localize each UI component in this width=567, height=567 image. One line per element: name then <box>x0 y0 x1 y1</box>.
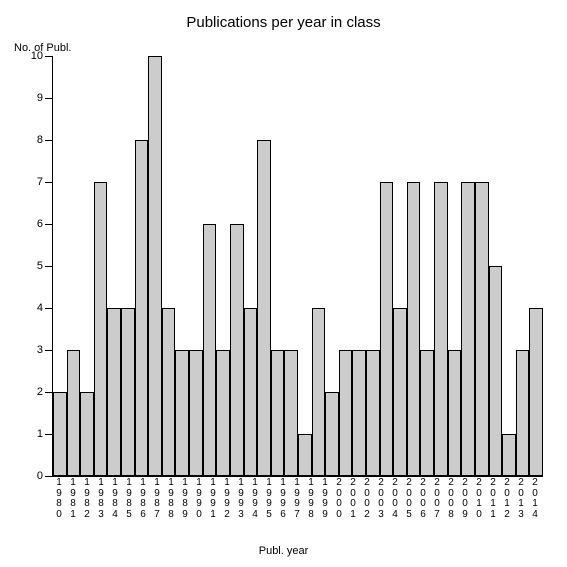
bar <box>420 350 434 476</box>
bar <box>203 224 217 476</box>
x-tick-label: 1980 <box>52 478 66 520</box>
x-tick-label: 1999 <box>318 478 332 520</box>
bar <box>257 140 271 476</box>
bar <box>461 182 475 476</box>
y-tick-label: 10 <box>31 50 53 62</box>
y-tick-label: 8 <box>37 134 53 146</box>
bar <box>516 350 530 476</box>
bar <box>244 308 258 476</box>
bar <box>489 266 503 476</box>
bar <box>298 434 312 476</box>
bar <box>121 308 135 476</box>
x-tick-label: 1995 <box>262 478 276 520</box>
bar <box>434 182 448 476</box>
x-tick-label: 1985 <box>122 478 136 520</box>
x-tick-label: 2006 <box>416 478 430 520</box>
bar <box>175 350 189 476</box>
x-tick-label: 1998 <box>304 478 318 520</box>
bar <box>529 308 543 476</box>
bar <box>67 350 81 476</box>
y-tick-label: 9 <box>37 92 53 104</box>
bar <box>284 350 298 476</box>
publications-chart: Publications per year in class No. of Pu… <box>0 0 567 567</box>
bar <box>448 350 462 476</box>
bar <box>312 308 326 476</box>
bar <box>407 182 421 476</box>
x-tick-labels: 1980198119821983198419851986198719881989… <box>52 478 542 520</box>
x-tick-label: 1984 <box>108 478 122 520</box>
x-tick-label: 1988 <box>164 478 178 520</box>
x-tick-label: 1986 <box>136 478 150 520</box>
y-tick-label: 5 <box>37 260 53 272</box>
x-tick-label: 2004 <box>388 478 402 520</box>
plot-area: 012345678910 <box>52 56 543 477</box>
bar <box>135 140 149 476</box>
x-tick-label: 1990 <box>192 478 206 520</box>
bar <box>94 182 108 476</box>
y-tick-label: 4 <box>37 302 53 314</box>
y-tick-label: 1 <box>37 428 53 440</box>
x-tick-label: 2007 <box>430 478 444 520</box>
bar <box>53 392 67 476</box>
x-tick-label: 2002 <box>360 478 374 520</box>
x-tick-label: 2014 <box>528 478 542 520</box>
x-tick-label: 1983 <box>94 478 108 520</box>
bar <box>216 350 230 476</box>
x-tick-label: 1989 <box>178 478 192 520</box>
bar <box>380 182 394 476</box>
x-tick-label: 2001 <box>346 478 360 520</box>
x-tick-label: 1982 <box>80 478 94 520</box>
x-tick-label: 2013 <box>514 478 528 520</box>
x-tick-label: 1991 <box>206 478 220 520</box>
x-tick-label: 2005 <box>402 478 416 520</box>
bar <box>475 182 489 476</box>
x-tick-label: 2008 <box>444 478 458 520</box>
x-tick-label: 2012 <box>500 478 514 520</box>
bar <box>162 308 176 476</box>
x-tick-label: 2009 <box>458 478 472 520</box>
bar <box>80 392 94 476</box>
y-tick-label: 6 <box>37 218 53 230</box>
bar <box>189 350 203 476</box>
bars-container <box>53 56 543 476</box>
bar <box>271 350 285 476</box>
x-tick-label: 1987 <box>150 478 164 520</box>
x-tick-label: 1997 <box>290 478 304 520</box>
x-tick-label: 1993 <box>234 478 248 520</box>
y-tick-label: 0 <box>37 470 53 482</box>
bar <box>339 350 353 476</box>
bar <box>230 224 244 476</box>
x-axis-label: Publ. year <box>0 545 567 557</box>
x-tick-label: 2003 <box>374 478 388 520</box>
x-tick-label: 2011 <box>486 478 500 520</box>
bar <box>148 56 162 476</box>
bar <box>107 308 121 476</box>
x-tick-label: 1994 <box>248 478 262 520</box>
bar <box>325 392 339 476</box>
bar <box>393 308 407 476</box>
y-tick-label: 2 <box>37 386 53 398</box>
x-tick-label: 1981 <box>66 478 80 520</box>
x-tick-label: 1996 <box>276 478 290 520</box>
x-tick-label: 2000 <box>332 478 346 520</box>
bar <box>366 350 380 476</box>
x-tick-label: 1992 <box>220 478 234 520</box>
y-tick-label: 7 <box>37 176 53 188</box>
chart-title: Publications per year in class <box>0 14 567 31</box>
x-tick-label: 2010 <box>472 478 486 520</box>
bar <box>352 350 366 476</box>
bar <box>502 434 516 476</box>
y-tick-label: 3 <box>37 344 53 356</box>
